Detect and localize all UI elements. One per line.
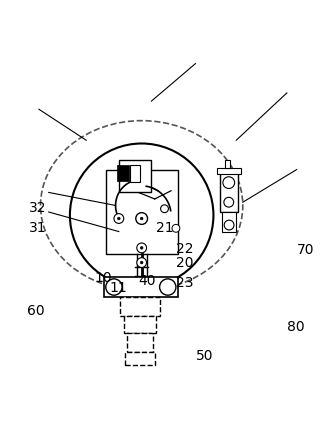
- Circle shape: [140, 261, 143, 264]
- Text: 10: 10: [94, 271, 112, 285]
- Text: 23: 23: [176, 276, 193, 290]
- Text: 60: 60: [28, 304, 45, 318]
- Text: 70: 70: [297, 243, 314, 257]
- Text: 32: 32: [29, 201, 47, 215]
- Text: 20: 20: [176, 257, 193, 271]
- Bar: [125, 352, 155, 365]
- Bar: [119, 160, 151, 192]
- Text: 50: 50: [195, 349, 213, 363]
- Bar: [124, 316, 156, 333]
- Bar: [117, 165, 129, 181]
- Bar: [106, 170, 178, 254]
- Circle shape: [223, 177, 235, 189]
- Circle shape: [172, 224, 180, 232]
- Circle shape: [224, 220, 234, 230]
- Bar: [217, 168, 241, 175]
- Circle shape: [140, 247, 143, 249]
- Circle shape: [114, 214, 124, 223]
- Text: 31: 31: [29, 220, 47, 234]
- Text: 11: 11: [109, 281, 127, 295]
- Bar: [222, 212, 236, 232]
- Bar: [130, 165, 140, 181]
- Circle shape: [140, 217, 143, 220]
- Bar: [220, 173, 238, 212]
- Circle shape: [117, 217, 120, 220]
- Circle shape: [106, 279, 122, 295]
- Circle shape: [136, 213, 147, 224]
- Circle shape: [137, 243, 146, 253]
- Text: 22: 22: [176, 242, 193, 256]
- Circle shape: [161, 205, 168, 213]
- Text: 80: 80: [287, 320, 304, 334]
- Bar: [120, 297, 160, 316]
- Bar: [225, 160, 230, 168]
- Bar: [104, 277, 178, 297]
- Circle shape: [160, 279, 176, 295]
- Circle shape: [137, 258, 146, 268]
- Circle shape: [224, 197, 234, 207]
- Text: 21: 21: [156, 220, 174, 234]
- Bar: [127, 333, 153, 352]
- Text: 40: 40: [139, 274, 156, 288]
